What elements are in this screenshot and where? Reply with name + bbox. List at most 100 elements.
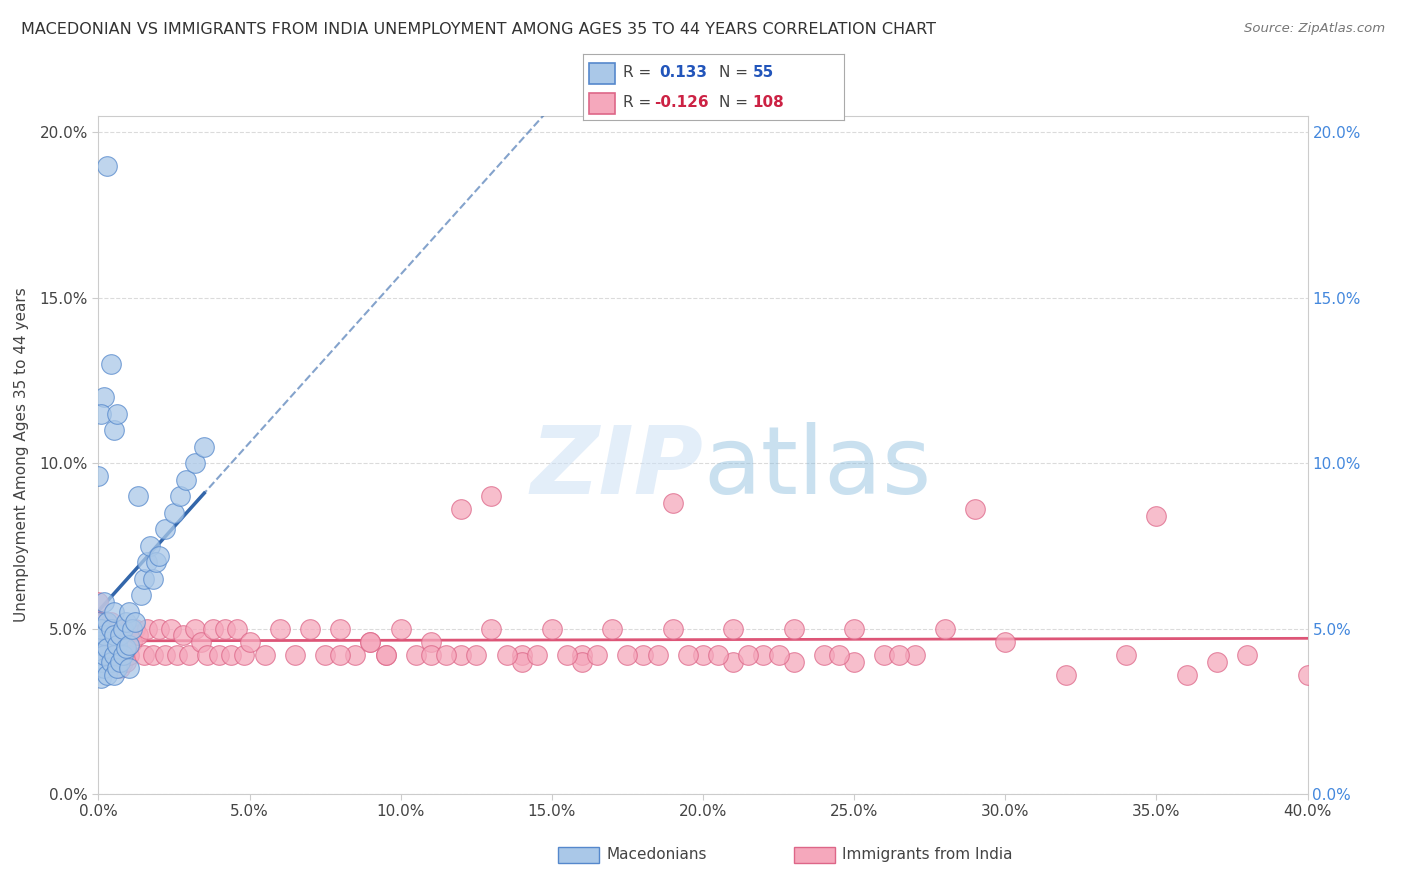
Point xyxy=(692,648,714,662)
Point xyxy=(208,648,231,662)
Point xyxy=(142,572,165,586)
Point xyxy=(184,456,207,470)
Text: N =: N = xyxy=(718,95,752,110)
Point xyxy=(127,628,149,642)
Point xyxy=(1296,668,1319,682)
Point xyxy=(87,615,110,629)
Point xyxy=(103,628,125,642)
Point xyxy=(195,648,218,662)
Point xyxy=(510,648,533,662)
Point xyxy=(571,655,593,669)
Point xyxy=(214,622,236,636)
Point xyxy=(707,648,730,662)
Point xyxy=(87,595,110,609)
Point xyxy=(93,628,115,642)
Point xyxy=(90,655,112,669)
Point xyxy=(108,628,131,642)
Point xyxy=(179,648,201,662)
Point xyxy=(844,622,866,636)
Text: N =: N = xyxy=(718,65,752,79)
Point xyxy=(661,622,683,636)
Point xyxy=(90,622,112,636)
Point xyxy=(121,622,143,636)
Point xyxy=(93,661,115,675)
Point xyxy=(571,648,593,662)
Point xyxy=(174,473,197,487)
Point xyxy=(169,489,191,503)
Point xyxy=(114,641,136,656)
Point xyxy=(105,622,128,636)
Point xyxy=(239,634,262,648)
Point xyxy=(510,655,533,669)
Point xyxy=(135,622,157,636)
Point xyxy=(145,555,167,569)
Point xyxy=(232,648,254,662)
Point xyxy=(420,634,443,648)
Point xyxy=(723,655,745,669)
Point xyxy=(153,648,176,662)
Point xyxy=(87,628,110,642)
Point xyxy=(108,661,131,675)
Text: R =: R = xyxy=(623,95,655,110)
Point xyxy=(284,648,307,662)
Point xyxy=(103,668,125,682)
Point xyxy=(269,622,291,636)
Point xyxy=(873,648,896,662)
Point xyxy=(1115,648,1137,662)
Point xyxy=(344,648,367,662)
Point xyxy=(1175,668,1198,682)
Point xyxy=(166,648,188,662)
Text: Source: ZipAtlas.com: Source: ZipAtlas.com xyxy=(1244,22,1385,36)
Text: -0.126: -0.126 xyxy=(654,95,709,110)
Point xyxy=(90,407,112,421)
Point xyxy=(90,622,112,636)
Point xyxy=(118,605,141,619)
Point xyxy=(96,159,118,173)
Point xyxy=(148,622,170,636)
Point xyxy=(965,502,987,516)
FancyBboxPatch shape xyxy=(793,847,835,863)
Point xyxy=(314,648,336,662)
Point xyxy=(103,655,125,669)
Point xyxy=(132,648,155,662)
Point xyxy=(526,648,548,662)
Point xyxy=(118,648,141,662)
Point xyxy=(602,622,624,636)
Text: 0.133: 0.133 xyxy=(659,65,707,79)
Text: Macedonians: Macedonians xyxy=(606,847,707,863)
Point xyxy=(96,668,118,682)
Point xyxy=(100,648,122,662)
Point xyxy=(118,661,141,675)
Point xyxy=(889,648,911,662)
Point xyxy=(108,628,131,642)
Point xyxy=(87,615,110,629)
Point xyxy=(111,655,134,669)
Point xyxy=(160,622,183,636)
Point xyxy=(405,648,427,662)
Point xyxy=(93,390,115,404)
Point xyxy=(737,648,759,662)
Point xyxy=(96,648,118,662)
Point xyxy=(329,648,352,662)
FancyBboxPatch shape xyxy=(558,847,599,863)
Point xyxy=(127,489,149,503)
Point xyxy=(103,622,125,636)
Point xyxy=(723,622,745,636)
Point xyxy=(87,638,110,652)
Point xyxy=(813,648,835,662)
FancyBboxPatch shape xyxy=(589,63,614,85)
Point xyxy=(132,572,155,586)
Point xyxy=(124,615,146,629)
Point xyxy=(100,615,122,629)
Point xyxy=(105,407,128,421)
Point xyxy=(111,622,134,636)
Point xyxy=(631,648,654,662)
Point xyxy=(434,648,457,662)
Point xyxy=(374,648,396,662)
Text: ZIP: ZIP xyxy=(530,423,703,515)
Point xyxy=(676,648,699,662)
Point xyxy=(111,622,134,636)
Point xyxy=(360,634,382,648)
Point xyxy=(450,502,472,516)
Point xyxy=(329,622,352,636)
